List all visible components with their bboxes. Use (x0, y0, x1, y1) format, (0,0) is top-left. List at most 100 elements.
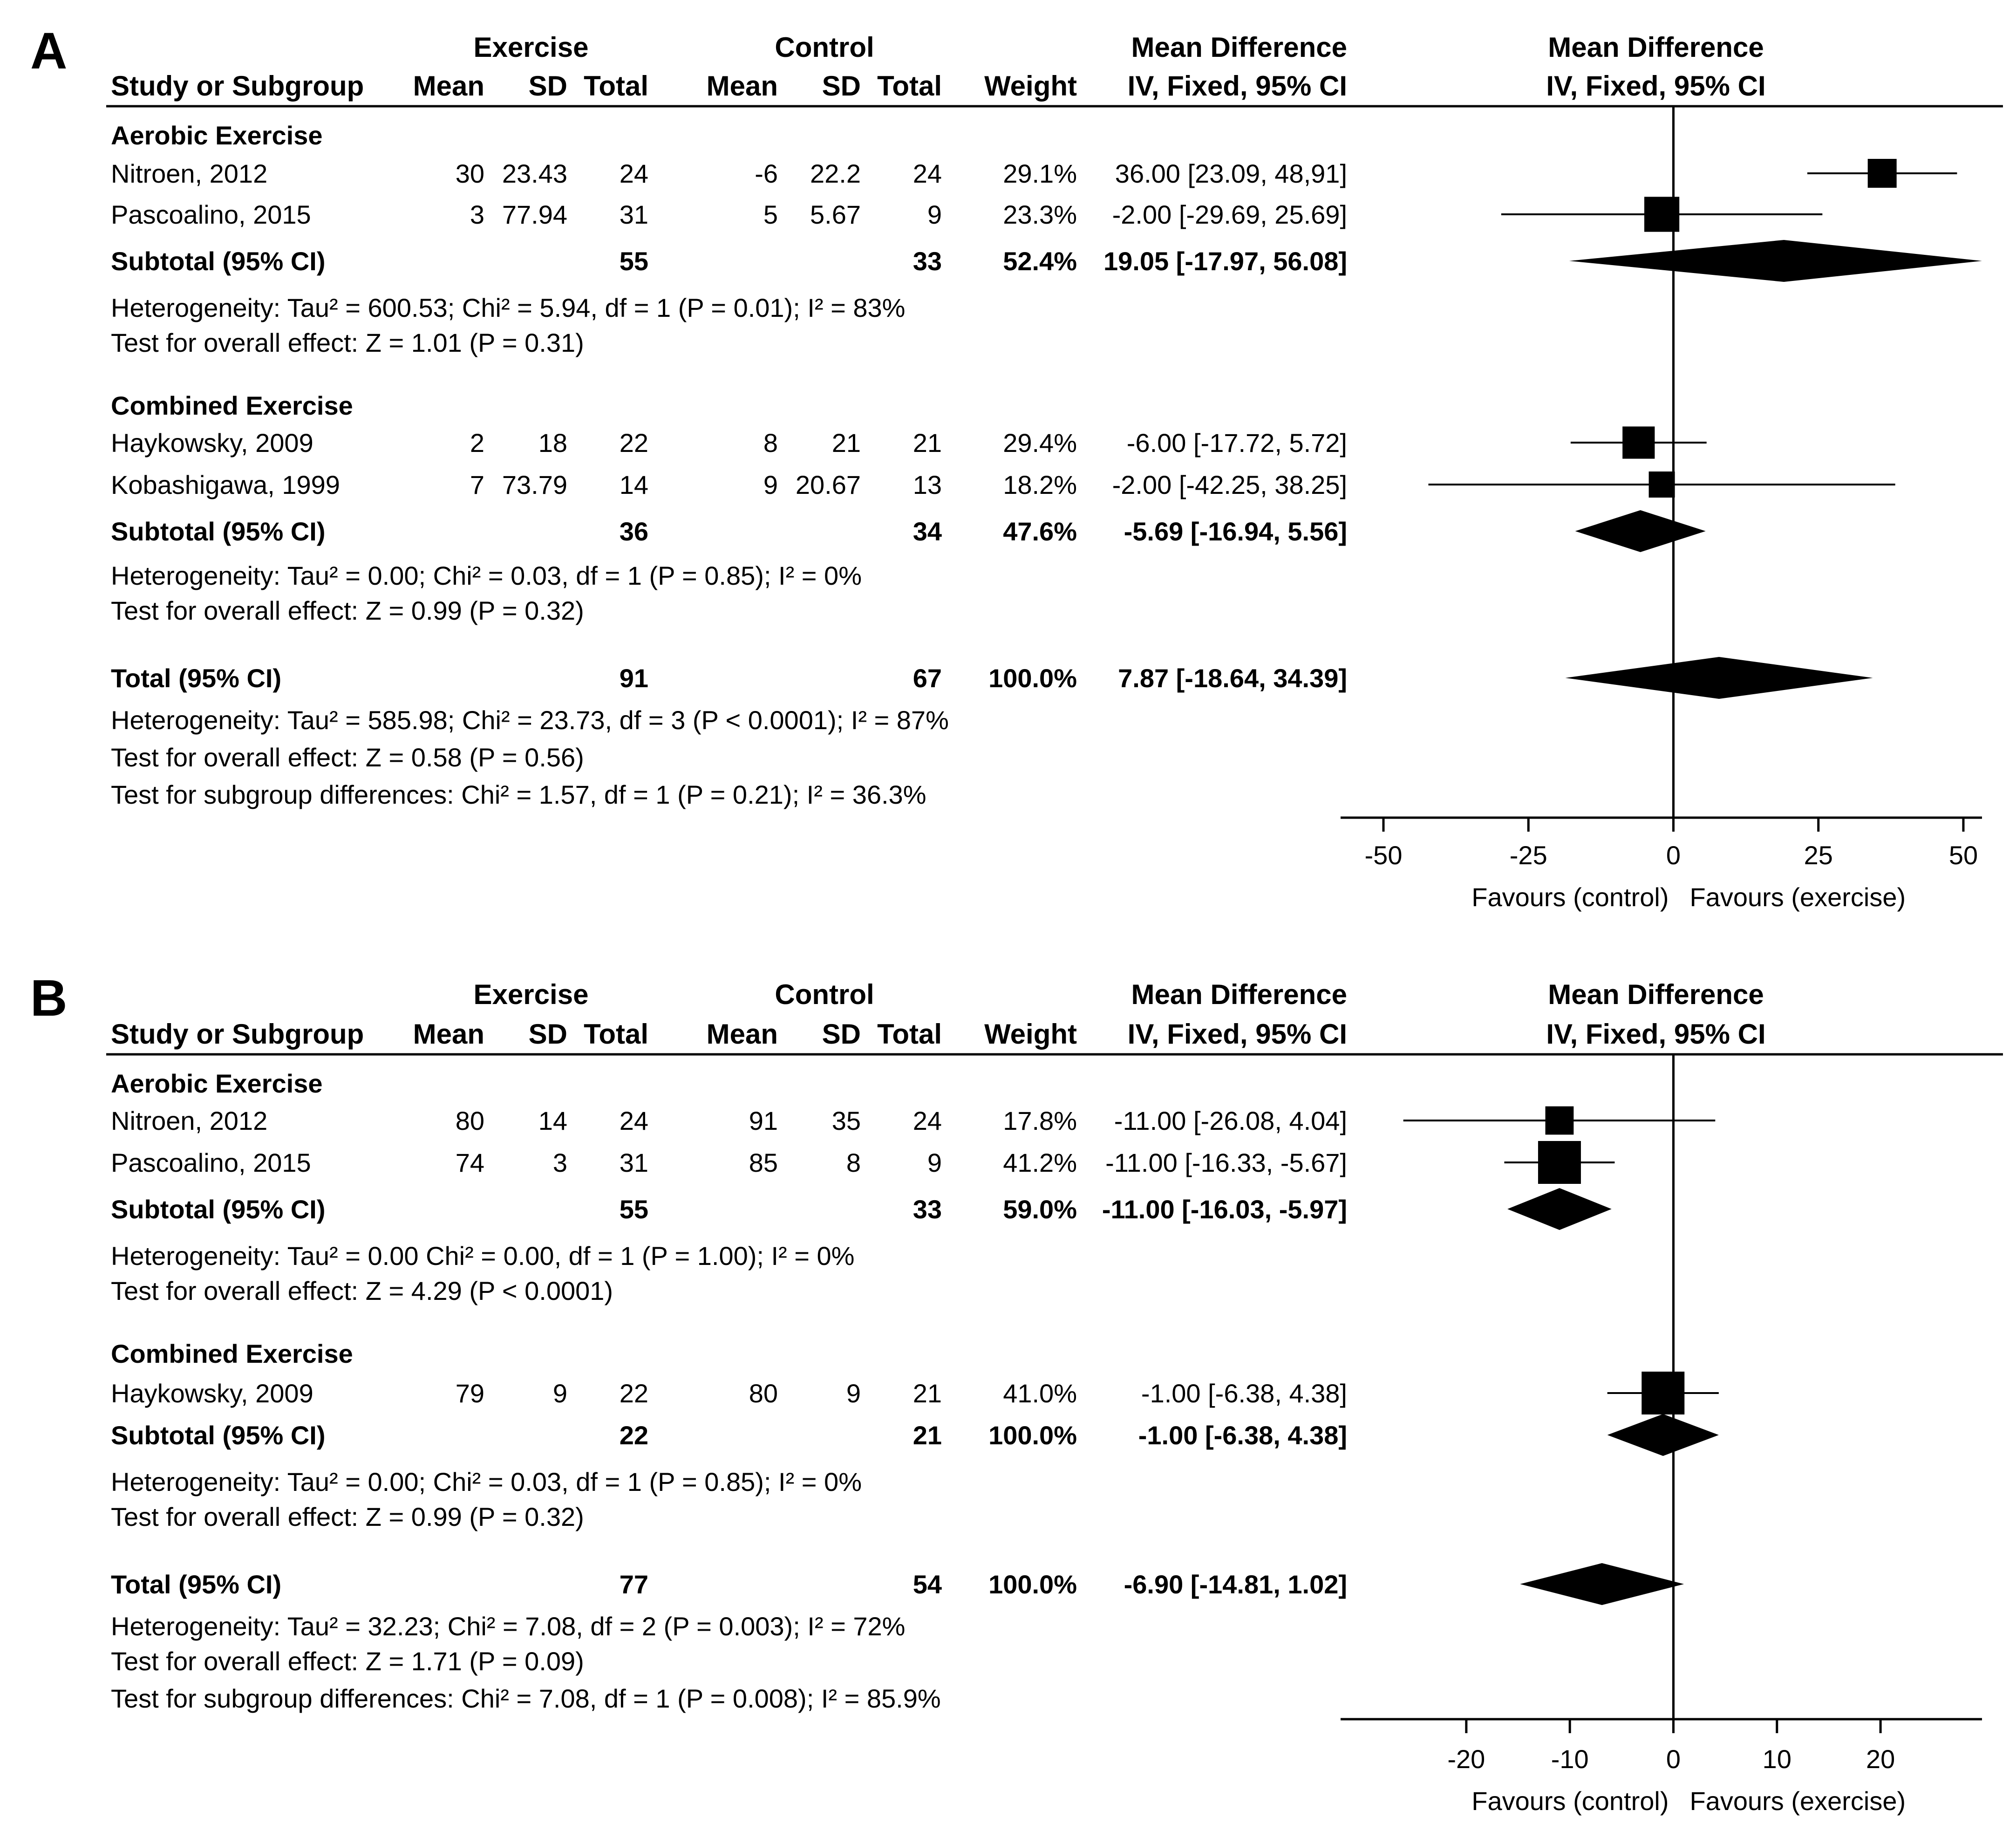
control-total-header: Total (877, 1018, 942, 1050)
control-header: Control (775, 979, 874, 1010)
control-total: 33 (913, 246, 942, 276)
exercise-total: 14 (620, 470, 648, 499)
weight-value: 29.1% (1003, 159, 1077, 188)
exercise-total: 22 (620, 428, 648, 458)
control-sd: 35 (832, 1106, 861, 1135)
exercise-sd: 3 (553, 1148, 567, 1177)
subgroup-name: Combined Exercise (111, 391, 353, 420)
subgroup-name: Combined Exercise (111, 1339, 353, 1368)
x-tick-label: 10 (1763, 1744, 1791, 1774)
exercise-sd: 9 (553, 1379, 567, 1408)
ci-value: -11.00 [-16.03, -5.97] (1102, 1195, 1347, 1224)
weight-header: Weight (984, 1018, 1077, 1050)
control-sd: 20.67 (796, 470, 861, 499)
control-sd: 22.2 (810, 159, 861, 188)
exercise-sd: 18 (538, 428, 567, 458)
total-note: Heterogeneity: Tau² = 32.23; Chi² = 7.08… (111, 1612, 905, 1641)
subgroup-note: Test for overall effect: Z = 0.99 (P = 0… (111, 1502, 584, 1531)
panel-label: A (30, 22, 67, 80)
study-label: Nitroen, 2012 (111, 1106, 267, 1135)
exercise-mean: 7 (470, 470, 484, 499)
exercise-total: 36 (620, 517, 648, 546)
ci-value: -6.90 [-14.81, 1.02] (1124, 1570, 1347, 1599)
control-total: 21 (913, 1379, 942, 1408)
subgroup-name: Aerobic Exercise (111, 1069, 322, 1098)
ci-value: -11.00 [-26.08, 4.04] (1114, 1106, 1347, 1135)
ci-value: -6.00 [-17.72, 5.72] (1127, 428, 1347, 458)
control-sd: 21 (832, 428, 861, 458)
weight-value: 18.2% (1003, 470, 1077, 499)
exercise-mean-header: Mean (413, 1018, 484, 1050)
total-diamond (1565, 657, 1873, 699)
exercise-header: Exercise (474, 32, 589, 63)
ci-value: 7.87 [-18.64, 34.39] (1118, 663, 1347, 693)
exercise-total-header: Total (584, 1018, 648, 1050)
point-estimate-box (1622, 426, 1655, 459)
control-total: 21 (913, 1421, 942, 1450)
x-tick-label: 0 (1666, 840, 1681, 870)
x-tick-label: 0 (1666, 1744, 1681, 1774)
exercise-total: 77 (620, 1570, 648, 1599)
subgroup-note: Heterogeneity: Tau² = 0.00; Chi² = 0.03,… (111, 561, 862, 590)
weight-value: 23.3% (1003, 200, 1077, 229)
md-header: Mean Difference (1131, 32, 1347, 63)
ci-value: 19.05 [-17.97, 56.08] (1103, 246, 1347, 276)
subtotal-diamond (1607, 1414, 1719, 1456)
total-note: Test for subgroup differences: Chi² = 1.… (111, 780, 926, 809)
weight-value: 59.0% (1003, 1195, 1077, 1224)
favours-exercise-label: Favours (exercise) (1690, 882, 1906, 912)
subtotal-diamond (1569, 240, 1982, 282)
favours-control-label: Favours (control) (1471, 1786, 1669, 1816)
x-tick-label: 20 (1866, 1744, 1895, 1774)
point-estimate-box (1641, 1372, 1685, 1414)
exercise-header: Exercise (474, 979, 589, 1010)
exercise-mean: 74 (456, 1148, 484, 1177)
md-sub-header: IV, Fixed, 95% CI (1128, 1018, 1347, 1050)
exercise-mean: 80 (456, 1106, 484, 1135)
exercise-mean: 30 (456, 159, 484, 188)
subgroup-name: Aerobic Exercise (111, 121, 322, 150)
exercise-sd-header: SD (529, 1018, 567, 1050)
study-label: Haykowsky, 2009 (111, 1379, 313, 1408)
exercise-total: 55 (620, 1195, 648, 1224)
plot-sub-header: IV, Fixed, 95% CI (1546, 70, 1765, 102)
exercise-total: 22 (620, 1421, 648, 1450)
subtotal-diamond (1575, 510, 1706, 552)
total-note: Test for subgroup differences: Chi² = 7.… (111, 1684, 941, 1713)
point-estimate-box (1867, 159, 1897, 188)
favours-control-label: Favours (control) (1471, 882, 1669, 912)
control-total: 13 (913, 470, 942, 499)
subgroup-note: Test for overall effect: Z = 1.01 (P = 0… (111, 328, 584, 357)
exercise-total: 31 (620, 1148, 648, 1177)
exercise-mean: 3 (470, 200, 484, 229)
plot-header: Mean Difference (1548, 32, 1764, 63)
exercise-total: 55 (620, 246, 648, 276)
weight-value: 52.4% (1003, 246, 1077, 276)
control-mean: 9 (763, 470, 778, 499)
total-note: Heterogeneity: Tau² = 585.98; Chi² = 23.… (111, 705, 949, 735)
control-total: 21 (913, 428, 942, 458)
exercise-total: 31 (620, 200, 648, 229)
exercise-total: 22 (620, 1379, 648, 1408)
control-mean-header: Mean (707, 1018, 778, 1050)
exercise-total: 24 (620, 159, 648, 188)
control-mean: 80 (749, 1379, 778, 1408)
control-total: 33 (913, 1195, 942, 1224)
summary-label: Total (95% CI) (111, 663, 281, 693)
md-sub-header: IV, Fixed, 95% CI (1128, 70, 1347, 102)
control-mean-header: Mean (707, 70, 778, 102)
study-header: Study or Subgroup (111, 70, 364, 102)
x-tick-label: -10 (1551, 1744, 1589, 1774)
subgroup-note: Heterogeneity: Tau² = 600.53; Chi² = 5.9… (111, 293, 905, 322)
ci-value: -1.00 [-6.38, 4.38] (1141, 1379, 1347, 1408)
plot-sub-header: IV, Fixed, 95% CI (1546, 1018, 1765, 1050)
exercise-total-header: Total (584, 70, 648, 102)
panel-label: B (30, 970, 67, 1027)
subgroup-note: Test for overall effect: Z = 0.99 (P = 0… (111, 596, 584, 625)
control-mean: 85 (749, 1148, 778, 1177)
summary-label: Subtotal (95% CI) (111, 1195, 325, 1224)
control-sd: 5.67 (810, 200, 861, 229)
weight-value: 100.0% (988, 1421, 1077, 1450)
exercise-sd: 14 (538, 1106, 567, 1135)
